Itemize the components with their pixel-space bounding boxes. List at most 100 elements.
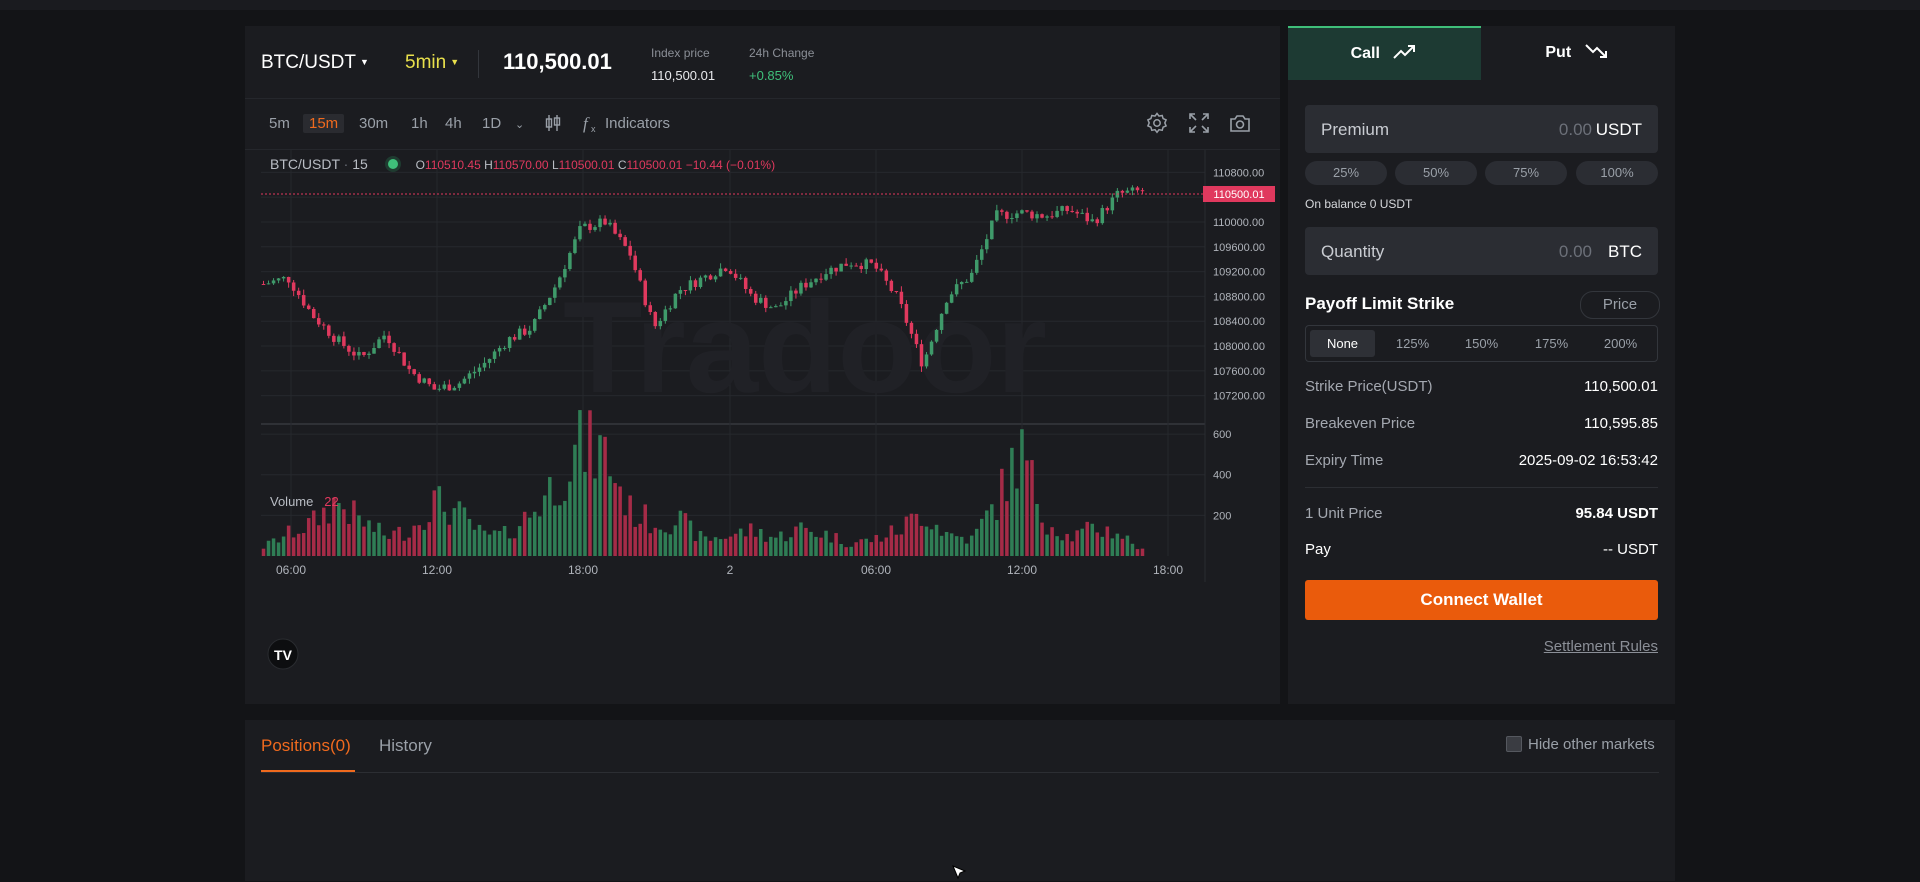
premium-input[interactable]: 0.00 [1558, 120, 1592, 139]
interval-1d[interactable]: 1D [482, 115, 502, 132]
candle-body [1065, 206, 1069, 211]
candle-body [1130, 187, 1135, 191]
volume-bar [899, 534, 904, 556]
pct-50-button[interactable]: 50% [1395, 161, 1477, 185]
candle-body [532, 319, 537, 331]
volume-bar [964, 543, 969, 556]
volume-bar [583, 471, 587, 556]
balance-text: On balance 0 USDT [1305, 197, 1413, 211]
settlement-rules-link[interactable]: Settlement Rules [1543, 638, 1658, 655]
volume-bar [387, 538, 391, 556]
pct-75-button[interactable]: 75% [1485, 161, 1567, 185]
volume-bar [427, 522, 432, 556]
volume-bar [693, 541, 698, 556]
candle-body [573, 239, 577, 253]
volume-bar [884, 537, 889, 556]
volume-bar [1090, 523, 1095, 556]
premium-field[interactable]: Premium 0.00 USDT [1305, 105, 1658, 153]
trend-down-icon [1584, 44, 1607, 58]
pct-25-button[interactable]: 25% [1305, 161, 1387, 185]
chevron-down-icon[interactable]: ⌄ [515, 119, 525, 131]
volume-bar [392, 530, 396, 556]
price-chip[interactable]: Price [1580, 291, 1660, 319]
volume-bar [1060, 540, 1064, 556]
candle-body [548, 297, 552, 306]
volume-bar [322, 507, 326, 556]
pct-100-button[interactable]: 100% [1576, 161, 1658, 185]
candle-body [291, 282, 296, 291]
candle-body [909, 322, 914, 334]
candle-body [311, 308, 316, 319]
payoff-option-175[interactable]: 175% [1534, 336, 1569, 351]
volume-bar [879, 541, 884, 556]
indicators-button[interactable]: Indicators [605, 115, 671, 132]
expiry-value: 2025-09-02 16:53:42 [1518, 452, 1658, 469]
volume-bar [442, 511, 447, 556]
tab-call[interactable]: Call [1288, 26, 1481, 80]
tab-put[interactable]: Put [1481, 26, 1674, 80]
interval-4h[interactable]: 4h [445, 115, 462, 132]
volume-bar [969, 535, 974, 556]
tradingview-logo[interactable]: TV [267, 638, 299, 670]
volume-bar [512, 538, 517, 556]
volume-bar [924, 526, 929, 556]
gear-icon[interactable] [1145, 111, 1169, 135]
volume-bar [759, 529, 763, 556]
volume-bar [1045, 534, 1049, 556]
candle-style-icon[interactable] [541, 111, 565, 135]
candle-body [1110, 197, 1115, 211]
candle-body [613, 222, 617, 234]
price-tick-label: 108400.00 [1213, 316, 1265, 328]
volume-bar [748, 523, 753, 556]
price-chart[interactable]: Tradoor 110800.00110400.00110000.0010960… [245, 150, 1280, 704]
payoff-option-125[interactable]: 125% [1395, 336, 1430, 351]
caret-down-icon: ▼ [450, 57, 460, 67]
quantity-input[interactable]: 0.00 [1558, 242, 1592, 261]
camera-icon[interactable] [1228, 111, 1252, 135]
interval-30m[interactable]: 30m [359, 115, 389, 132]
volume-axis: 600 400 200 [1213, 429, 1231, 522]
volume-bar [422, 529, 426, 556]
volume-bar [789, 537, 793, 556]
pair-selector[interactable]: BTC/USDT ▼ [261, 52, 369, 73]
tab-history[interactable]: History [379, 736, 432, 755]
candle-body [799, 282, 803, 294]
candle-body [784, 301, 788, 306]
volume-bar [894, 534, 899, 556]
payoff-option-none[interactable]: None [1310, 330, 1375, 357]
volume-bar [296, 533, 301, 556]
candle-body [598, 218, 602, 228]
payoff-option-200[interactable]: 200% [1603, 336, 1638, 351]
candle-body [1105, 208, 1110, 211]
volume-bar [603, 436, 607, 556]
interval-1h[interactable]: 1h [411, 115, 428, 132]
volume-bar [929, 529, 934, 556]
candle-body [633, 255, 637, 271]
volume-bar [703, 536, 708, 556]
candle-body [894, 291, 899, 293]
candle-body [1135, 187, 1140, 191]
volume-bar [824, 530, 828, 556]
hide-other-markets-checkbox[interactable] [1506, 736, 1522, 752]
interval-5m[interactable]: 5m [269, 115, 290, 132]
volume-bar [618, 486, 622, 556]
volume-bar [271, 538, 276, 556]
quantity-field[interactable]: Quantity 0.00 BTC [1305, 227, 1658, 275]
candle-body [347, 345, 351, 352]
status-dot [387, 159, 398, 169]
volume-bar [347, 523, 351, 556]
volume-bar [276, 542, 281, 556]
volume-bar [311, 510, 316, 556]
payoff-option-150[interactable]: 150% [1464, 336, 1499, 351]
candle-body [382, 335, 386, 340]
interval-15m[interactable]: 15m [303, 114, 345, 133]
volume-bar [487, 534, 492, 556]
tab-positions[interactable]: Positions(0) [261, 736, 351, 755]
timeframe-selector[interactable]: 5min ▼ [405, 52, 460, 73]
time-tick-label: 06:00 [276, 563, 306, 577]
candle-body [949, 294, 954, 303]
hide-other-markets-label[interactable]: Hide other markets [1528, 736, 1655, 753]
connect-wallet-button[interactable]: Connect Wallet [1305, 580, 1658, 620]
fullscreen-icon[interactable] [1187, 111, 1211, 135]
